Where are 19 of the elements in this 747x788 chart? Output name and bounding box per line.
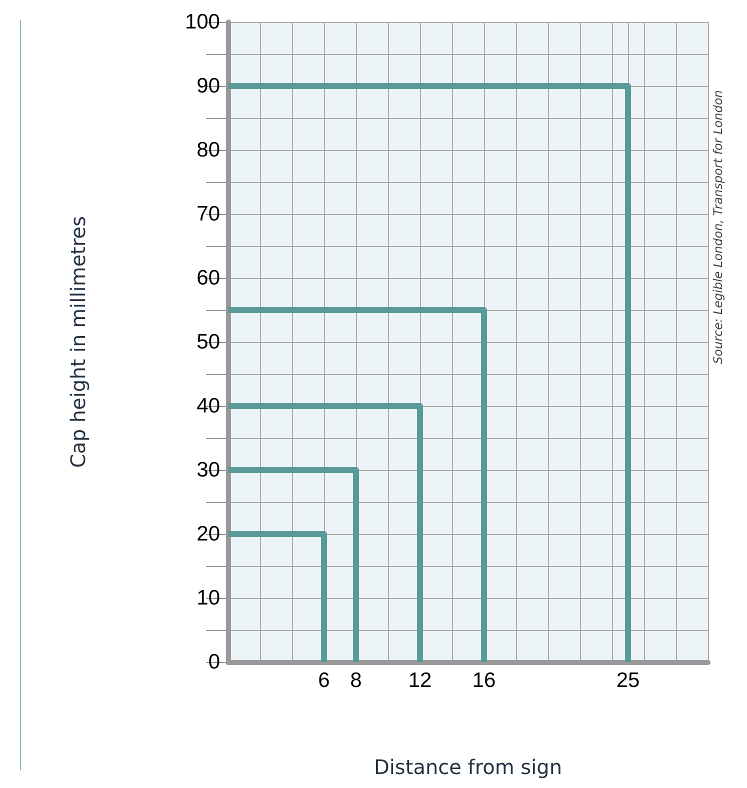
y-tick-label: 20 (196, 522, 220, 546)
y-tick-label: 50 (196, 330, 220, 354)
y-tick-label: 80 (196, 138, 220, 162)
y-tick-label: 30 (196, 458, 220, 482)
x-axis-title: Distance from sign (374, 755, 562, 779)
y-tick-label: 10 (196, 586, 220, 610)
x-tick-label: 12 (408, 669, 432, 692)
y-tick-label: 90 (196, 74, 220, 98)
y-axis-title: Cap height in millimetres (66, 216, 90, 468)
x-tick-label: 25 (616, 669, 640, 692)
y-tick-label: 60 (196, 266, 220, 290)
x-tick-label: 8 (350, 669, 362, 692)
y-tick-label: 40 (196, 394, 220, 418)
y-tick-label: 100 (184, 10, 220, 34)
x-tick-label: 6 (318, 669, 330, 692)
x-tick-label: 16 (472, 669, 496, 692)
y-tick-label: 70 (196, 202, 220, 226)
source-note: Source: Legible London, Transport for London (711, 90, 725, 364)
y-tick-label: 0 (208, 650, 220, 674)
